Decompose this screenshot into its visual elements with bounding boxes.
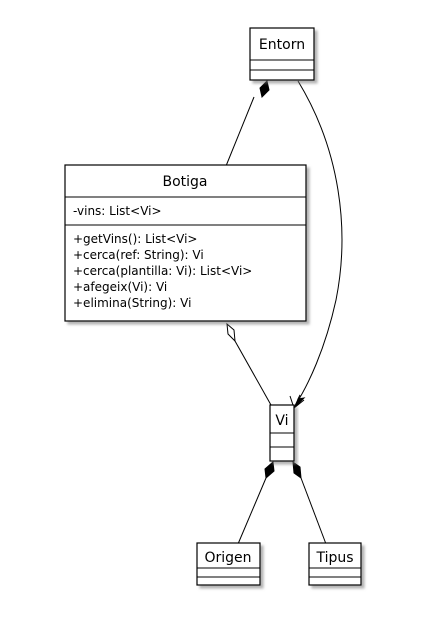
class-vi-content: Vi <box>270 413 294 448</box>
relation-vi-tipus <box>292 460 327 545</box>
class-name: Tipus <box>315 550 353 566</box>
relation-entorn-botiga <box>225 80 270 167</box>
relation-line <box>300 477 327 545</box>
relation-line <box>295 80 343 405</box>
composition-diamond <box>264 460 275 480</box>
class-box <box>308 542 362 586</box>
class-tipus[interactable] <box>308 542 362 586</box>
class-origen[interactable] <box>196 542 261 586</box>
method: +getVins(): List<Vi> <box>73 232 197 246</box>
class-entorn-content: Entorn <box>250 37 314 71</box>
class-tipus-content: Tipus <box>309 550 361 578</box>
class-name: Origen <box>204 550 251 566</box>
class-name: Entorn <box>259 37 305 53</box>
attribute: -vins: List<Vi> <box>73 204 162 218</box>
class-box <box>64 164 307 322</box>
class-botiga-content: Botiga -vins: List<Vi> +getVins(): List<… <box>65 174 306 310</box>
relation-line <box>237 477 267 545</box>
method: +cerca(ref: String): Vi <box>73 248 204 262</box>
class-name: Vi <box>275 413 288 429</box>
composition-diamond <box>259 80 270 98</box>
class-botiga[interactable] <box>64 164 307 322</box>
aggregation-diamond <box>226 322 236 343</box>
relation-line <box>225 96 255 167</box>
class-entorn[interactable] <box>249 27 315 81</box>
relation-vi-origen <box>237 460 275 545</box>
method: +cerca(plantilla: Vi): List<Vi> <box>73 264 252 278</box>
composition-diamond <box>292 460 302 480</box>
method: +afegeix(Vi): Vi <box>73 280 167 294</box>
relation-line <box>234 340 272 406</box>
relation-botiga-vi <box>226 322 272 406</box>
class-origen-content: Origen <box>197 550 260 578</box>
class-box <box>249 27 315 81</box>
class-name: Botiga <box>162 174 207 190</box>
association-arrowhead <box>293 394 306 409</box>
class-box <box>196 542 261 586</box>
method: +elimina(String): Vi <box>73 296 191 310</box>
